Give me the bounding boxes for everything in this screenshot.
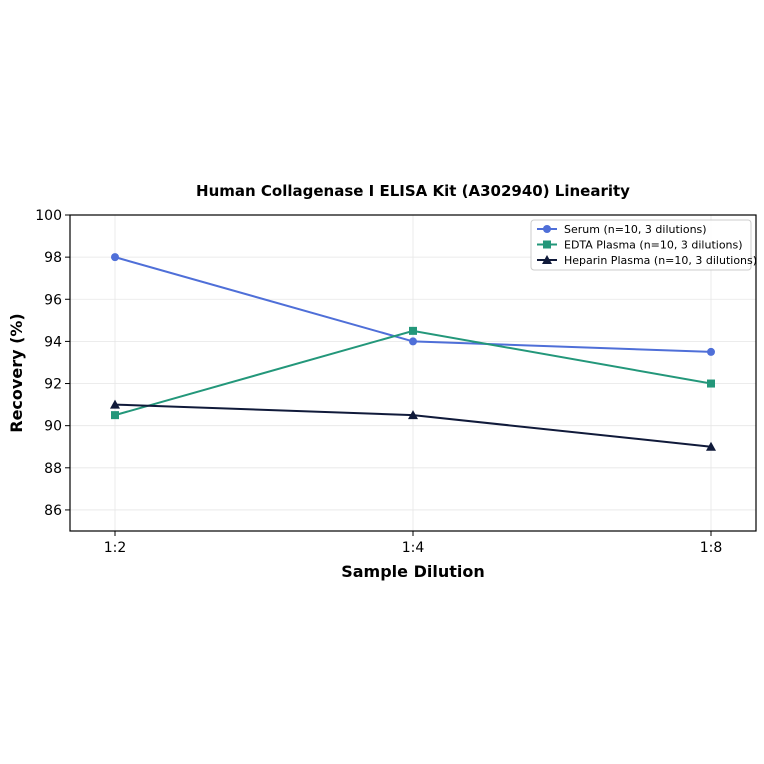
- legend-marker: [543, 240, 551, 249]
- legend: Serum (n=10, 3 dilutions) EDTA Plasma (n=…: [530, 219, 757, 271]
- data-point: [707, 347, 715, 356]
- y-tick-label: 96: [44, 292, 62, 308]
- y-tick-label: 98: [44, 250, 62, 266]
- y-tick-label: 90: [44, 419, 62, 435]
- y-tick-label: 88: [44, 461, 62, 477]
- y-tick-label: 92: [44, 377, 62, 393]
- x-axis-label: Sample Dilution: [341, 562, 485, 581]
- legend-label: EDTA Plasma (n=10, 3 dilutions): [564, 239, 743, 252]
- x-tick-label: 1:8: [700, 540, 723, 556]
- x-tick-label: 1:2: [104, 540, 127, 556]
- legend-marker: [543, 225, 551, 233]
- data-point: [707, 379, 715, 388]
- data-point: [408, 410, 418, 420]
- ticks: 1:2 1:4 1:8 86 88 90 92 94 96 98 100: [35, 208, 722, 556]
- legend-box: [530, 219, 752, 271]
- series-layer: [110, 253, 716, 451]
- data-point: [111, 411, 119, 420]
- data-point: [409, 337, 417, 346]
- data-point: [706, 441, 716, 451]
- y-tick-label: 86: [44, 503, 62, 519]
- x-tick-label: 1:4: [402, 540, 425, 556]
- y-tick-label: 100: [35, 208, 62, 224]
- data-point: [110, 399, 120, 409]
- y-tick-label: 94: [44, 334, 62, 350]
- legend-label: Serum (n=10, 3 dilutions): [564, 223, 707, 236]
- chart-title: Human Collagenase I ELISA Kit (A302940) …: [196, 182, 630, 200]
- legend-marker: [542, 255, 552, 264]
- legend-label: Heparin Plasma (n=10, 3 dilutions): [564, 254, 757, 267]
- data-point: [409, 326, 417, 335]
- data-point: [111, 253, 119, 262]
- y-axis-label: Recovery (%): [7, 313, 26, 432]
